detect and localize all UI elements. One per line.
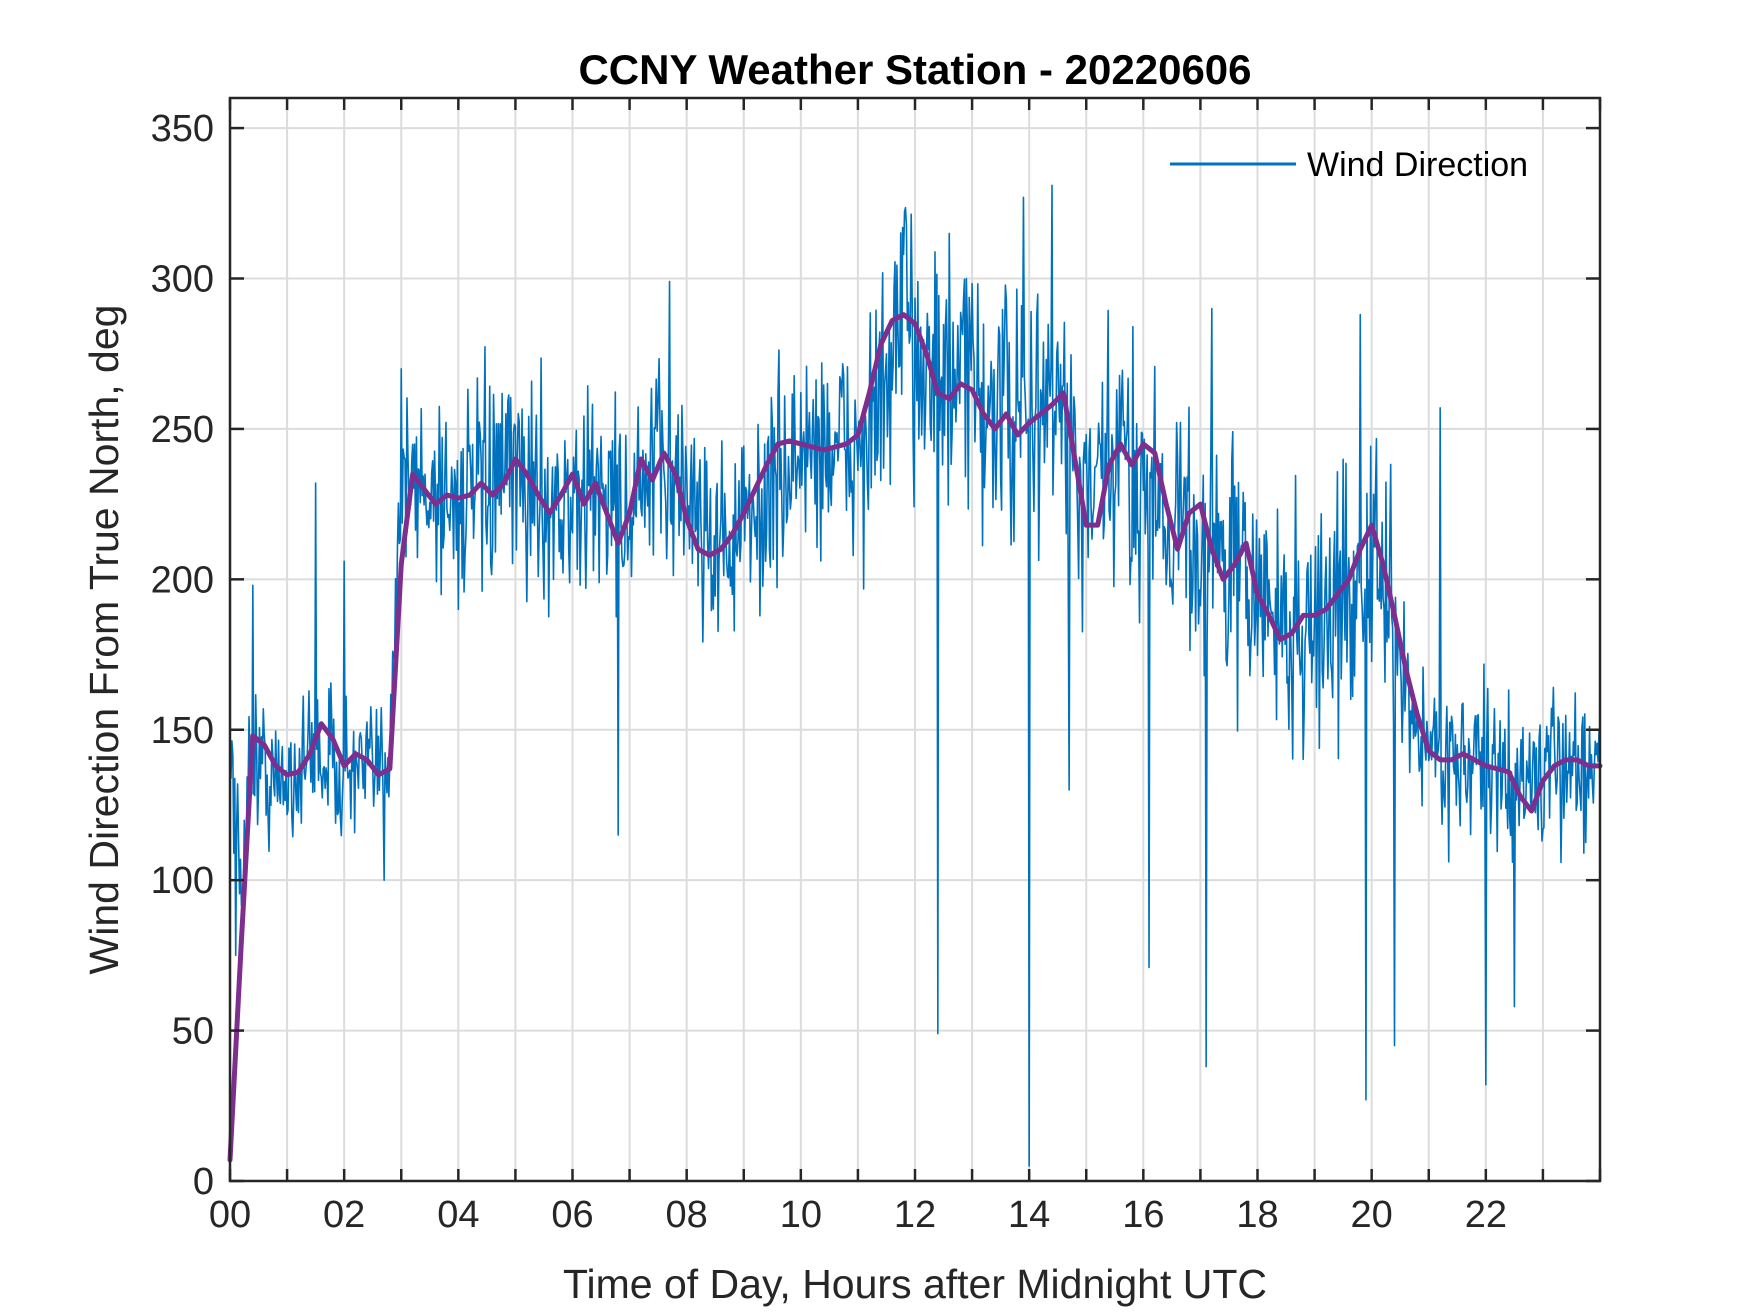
x-tick-label: 08 xyxy=(666,1194,708,1236)
legend: Wind Direction xyxy=(1170,146,1528,184)
x-tick-label: 20 xyxy=(1351,1194,1393,1236)
series-layer xyxy=(227,184,1603,1167)
y-axis-label: Wind Direction From True North, deg xyxy=(81,305,127,975)
x-tick-label: 06 xyxy=(551,1194,593,1236)
x-axis-label: Time of Day, Hours after Midnight UTC xyxy=(563,1261,1267,1307)
y-tick-label: 250 xyxy=(151,409,214,451)
y-tick-label: 50 xyxy=(172,1011,214,1053)
y-tick-label: 350 xyxy=(151,108,214,150)
x-tick-label: 14 xyxy=(1008,1194,1050,1236)
series-line-smoothed xyxy=(227,312,1603,1163)
x-tick-label: 10 xyxy=(780,1194,822,1236)
y-tick-label: 300 xyxy=(151,259,214,301)
y-tick-label: 150 xyxy=(151,710,214,752)
x-tick-label: 12 xyxy=(894,1194,936,1236)
series-line-wind-direction xyxy=(229,184,1601,1167)
y-tick-label: 100 xyxy=(151,860,214,902)
x-tick-label: 02 xyxy=(323,1194,365,1236)
chart-title: CCNY Weather Station - 20220606 xyxy=(578,46,1251,93)
axes xyxy=(228,96,1602,1183)
y-tick-label: 200 xyxy=(151,559,214,601)
x-tick-label: 18 xyxy=(1236,1194,1278,1236)
legend-label-wind-direction: Wind Direction xyxy=(1307,146,1528,184)
y-tick-label: 0 xyxy=(193,1161,214,1203)
tick-labels: 00 02 04 06 08 10 12 14 16 18 20 22 0 50 100 150 200 250 3… xyxy=(151,108,1507,1236)
x-tick-label: 16 xyxy=(1122,1194,1164,1236)
x-tick-label: 22 xyxy=(1465,1194,1507,1236)
x-tick-label: 00 xyxy=(209,1194,251,1236)
x-tick-label: 04 xyxy=(437,1194,479,1236)
